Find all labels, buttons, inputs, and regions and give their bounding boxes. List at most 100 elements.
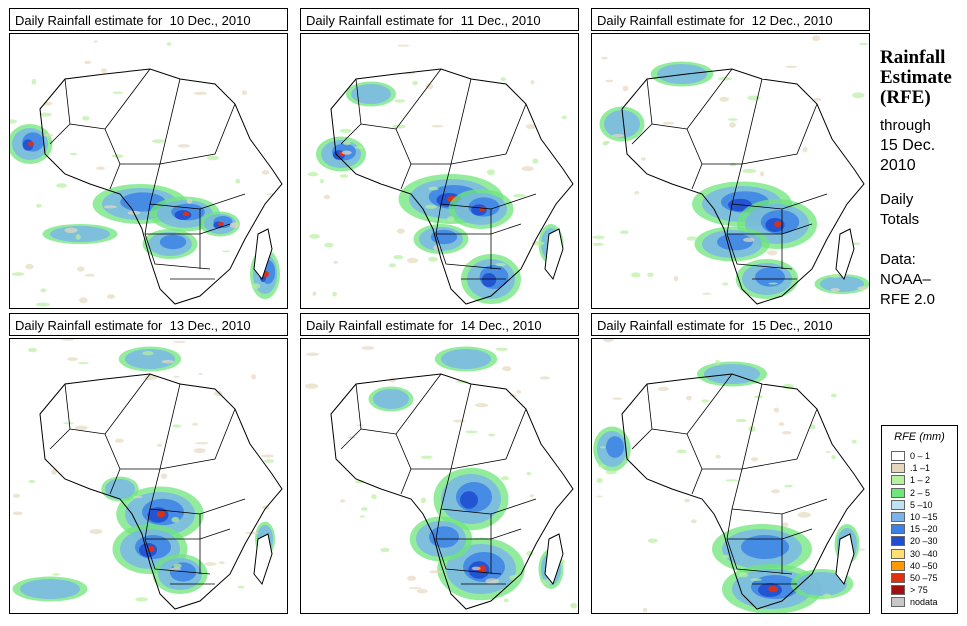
- legend-item: 1 – 2: [891, 474, 930, 486]
- legend-item: 40 –50: [891, 560, 938, 572]
- rain-speckle: [852, 92, 865, 99]
- rain-speckle: [715, 359, 721, 366]
- rain-speckle: [640, 157, 646, 161]
- rain-area-extreme: [478, 206, 486, 212]
- country-border: [726, 203, 813, 235]
- rfe-panel-dec12: Daily Rainfall estimate for 12 Dec., 201…: [591, 8, 870, 309]
- panel-title: Daily Rainfall estimate for 12 Dec., 201…: [591, 8, 870, 31]
- rain-speckle: [339, 174, 349, 178]
- rain-speckle: [753, 395, 764, 399]
- rain-speckle: [743, 237, 755, 242]
- rainfall-map: [591, 338, 870, 614]
- map-canvas: [593, 339, 866, 613]
- country-border: [64, 373, 151, 435]
- rain-speckle: [166, 42, 172, 46]
- rain-speckle: [647, 272, 654, 277]
- rain-speckle: [31, 78, 37, 85]
- rain-speckle: [25, 263, 34, 270]
- date-line: 15 Dec.: [880, 137, 936, 154]
- map-canvas: [307, 44, 574, 305]
- coastline: [330, 68, 574, 305]
- rain-speckle: [822, 593, 832, 599]
- legend-swatch: [891, 475, 905, 486]
- country-border: [49, 123, 71, 145]
- rain-speckle: [307, 171, 319, 177]
- rain-speckle: [111, 154, 124, 158]
- rain-speckle: [768, 282, 778, 285]
- rain-speckle: [729, 122, 736, 128]
- rain-speckle: [12, 511, 23, 516]
- rain-speckle: [103, 205, 117, 209]
- legend-item: 10 –15: [891, 511, 938, 523]
- country-border: [726, 538, 793, 575]
- rain-speckle: [785, 65, 798, 69]
- rain-speckle: [52, 573, 61, 576]
- legend-item: .1 –1: [891, 462, 930, 474]
- rain-speckle: [500, 77, 506, 82]
- rain-speckle: [343, 140, 351, 146]
- rain-area-moderate: [797, 572, 847, 596]
- rain-speckle: [332, 291, 338, 297]
- rain-speckle: [858, 548, 866, 551]
- rain-speckle: [425, 83, 434, 90]
- rain-area-moderate: [604, 110, 640, 138]
- legend-item: nodata: [891, 596, 938, 608]
- madagascar-outline: [253, 533, 273, 586]
- rain-speckle: [727, 118, 738, 121]
- country-border: [64, 68, 151, 130]
- rain-speckle: [195, 442, 209, 445]
- rain-speckle: [503, 598, 509, 603]
- country-border: [646, 68, 733, 130]
- rain-speckle: [89, 529, 103, 535]
- rain-speckle: [526, 472, 532, 476]
- rain-speckle: [488, 433, 495, 437]
- rain-speckle: [532, 158, 539, 164]
- title-line: (RFE): [880, 87, 931, 108]
- rain-speckle: [260, 454, 274, 458]
- rain-speckle: [831, 455, 836, 460]
- rain-speckle: [642, 607, 648, 613]
- madagascar-outline: [253, 228, 273, 281]
- legend-label: 15 –20: [910, 524, 938, 535]
- rain-speckle: [525, 124, 536, 130]
- source-version: RFE 2.0: [880, 291, 936, 308]
- rain-speckle: [359, 515, 365, 518]
- country-border: [144, 508, 231, 540]
- rain-area-heavy: [741, 535, 789, 559]
- map-canvas: [305, 346, 578, 610]
- rain-speckle: [51, 468, 57, 475]
- rain-speckle: [161, 359, 174, 364]
- legend-swatch: [891, 548, 905, 559]
- rain-area-extreme: [28, 141, 34, 147]
- rainfall-map: [9, 338, 288, 614]
- country-border: [104, 383, 181, 470]
- country-border: [109, 468, 121, 495]
- rain-speckle: [702, 292, 712, 295]
- rain-speckle: [79, 297, 88, 304]
- rain-speckle: [251, 373, 256, 380]
- rain-speckle: [333, 260, 338, 264]
- rfe-panel-dec11: Daily Rainfall estimate for 11 Dec., 201…: [300, 8, 579, 309]
- legend-label: nodata: [910, 597, 938, 608]
- rain-speckle: [596, 477, 603, 484]
- legend-title: RFE (mm): [894, 431, 945, 443]
- country-border: [450, 103, 527, 165]
- rain-speckle: [560, 559, 565, 566]
- rain-speckle: [516, 390, 522, 394]
- map-canvas: [592, 35, 869, 305]
- country-border: [144, 538, 211, 575]
- rain-speckle: [676, 449, 687, 454]
- rain-speckle: [662, 121, 675, 125]
- rain-speckle: [429, 570, 443, 574]
- madagascar-outline: [835, 533, 855, 586]
- rain-speckle: [715, 454, 721, 459]
- rain-speckle: [27, 347, 37, 353]
- rain-speckle: [173, 340, 186, 343]
- rain-area-moderate: [441, 349, 491, 369]
- legend-swatch: [891, 451, 905, 461]
- rain-speckle: [107, 294, 116, 299]
- coastline: [330, 373, 574, 610]
- country-border: [159, 103, 236, 165]
- rain-speckle: [237, 585, 245, 589]
- rain-speckle: [742, 168, 757, 174]
